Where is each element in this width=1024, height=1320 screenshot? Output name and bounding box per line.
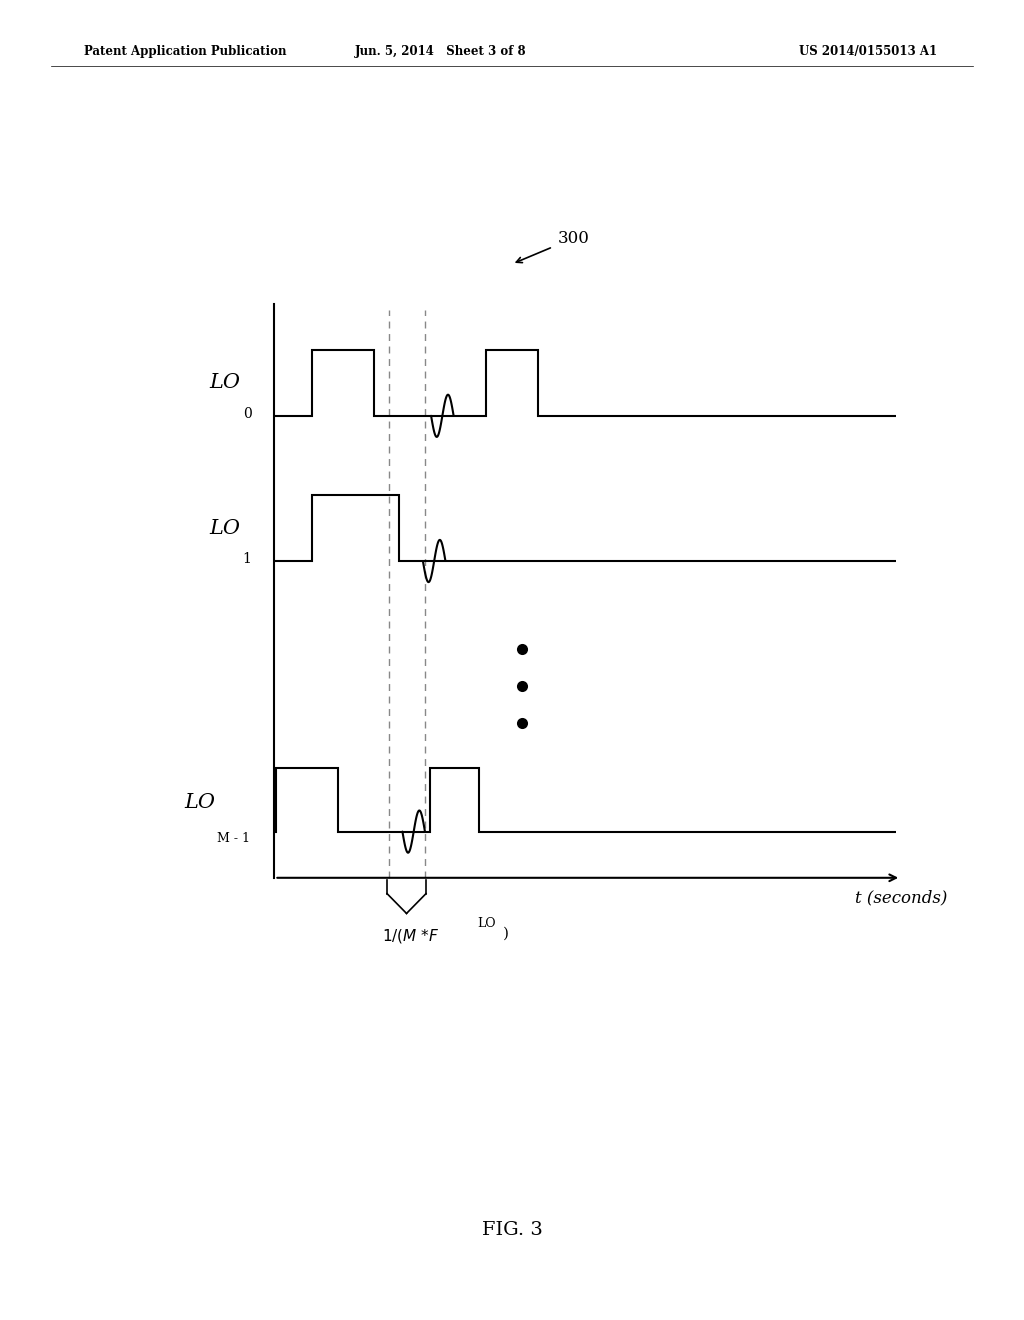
Text: FIG. 3: FIG. 3 — [481, 1221, 543, 1239]
Text: Patent Application Publication: Patent Application Publication — [84, 45, 287, 58]
Text: LO: LO — [210, 374, 241, 392]
Text: 0: 0 — [243, 407, 252, 421]
Text: 1: 1 — [243, 552, 252, 566]
Text: Jun. 5, 2014   Sheet 3 of 8: Jun. 5, 2014 Sheet 3 of 8 — [354, 45, 526, 58]
Text: ): ) — [503, 927, 509, 941]
Text: M - 1: M - 1 — [217, 832, 250, 845]
Text: t (seconds): t (seconds) — [855, 890, 947, 906]
Text: LO: LO — [477, 917, 496, 931]
Text: US 2014/0155013 A1: US 2014/0155013 A1 — [799, 45, 937, 58]
Text: $1/(M$ $*F$: $1/(M$ $*F$ — [382, 927, 439, 945]
Text: LO: LO — [210, 519, 241, 537]
Text: LO: LO — [184, 793, 215, 812]
Text: 300: 300 — [558, 230, 590, 247]
